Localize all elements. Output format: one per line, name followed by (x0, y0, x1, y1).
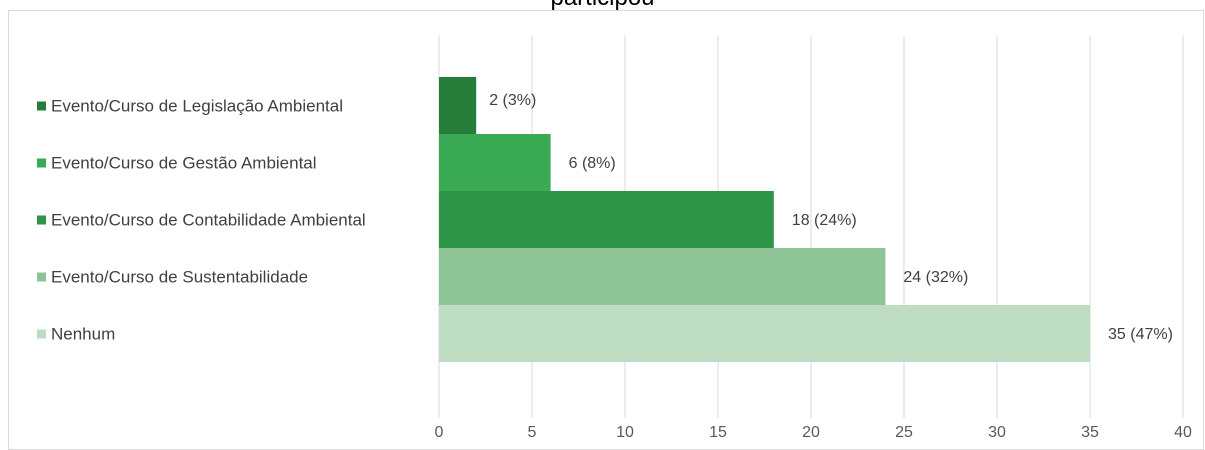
legend-swatch-5 (37, 329, 46, 339)
x-axis-ticks: 0 5 10 15 20 25 30 35 40 (435, 424, 1192, 441)
x-tick-label-40: 40 (1174, 424, 1192, 441)
bar-2 (439, 134, 551, 191)
legend-label-2: Evento/Curso de Gestão Ambiental (51, 154, 317, 173)
x-tick-label-5: 5 (528, 424, 537, 441)
x-tick-label-20: 20 (802, 424, 820, 441)
legend-label-3: Evento/Curso de Contabilidade Ambiental (51, 211, 366, 230)
legend-label-4: Evento/Curso de Sustentabilidade (51, 268, 308, 287)
legend-swatch-1 (37, 101, 46, 111)
bars (439, 77, 1090, 362)
x-tick-label-15: 15 (709, 424, 727, 441)
chart-title: participou (0, 0, 1205, 12)
x-tick-label-0: 0 (435, 424, 444, 441)
x-tick-label-25: 25 (895, 424, 913, 441)
legend-swatch-2 (37, 158, 46, 168)
data-label-1: 2 (3%) (489, 92, 536, 109)
legend-label-5: Nenhum (51, 325, 115, 344)
bar-5 (439, 305, 1090, 362)
bar-3 (439, 191, 774, 248)
x-tick-label-35: 35 (1081, 424, 1099, 441)
legend-swatch-3 (37, 215, 46, 225)
data-label-4: 24 (32%) (903, 269, 968, 286)
data-label-5: 35 (47%) (1108, 326, 1173, 343)
legend-label-1: Evento/Curso de Legislação Ambiental (51, 97, 343, 116)
data-labels: 2 (3%) 6 (8%) 18 (24%) 24 (32%) 35 (47%) (489, 92, 1173, 343)
bar-4 (439, 248, 886, 305)
legend-swatch-4 (37, 272, 46, 282)
legend: Evento/Curso de Legislação Ambiental Even… (37, 97, 366, 344)
data-label-2: 6 (8%) (569, 155, 616, 172)
x-tick-label-30: 30 (988, 424, 1006, 441)
bar-1 (439, 77, 477, 134)
x-tick-label-10: 10 (616, 424, 634, 441)
data-label-3: 18 (24%) (792, 212, 857, 229)
